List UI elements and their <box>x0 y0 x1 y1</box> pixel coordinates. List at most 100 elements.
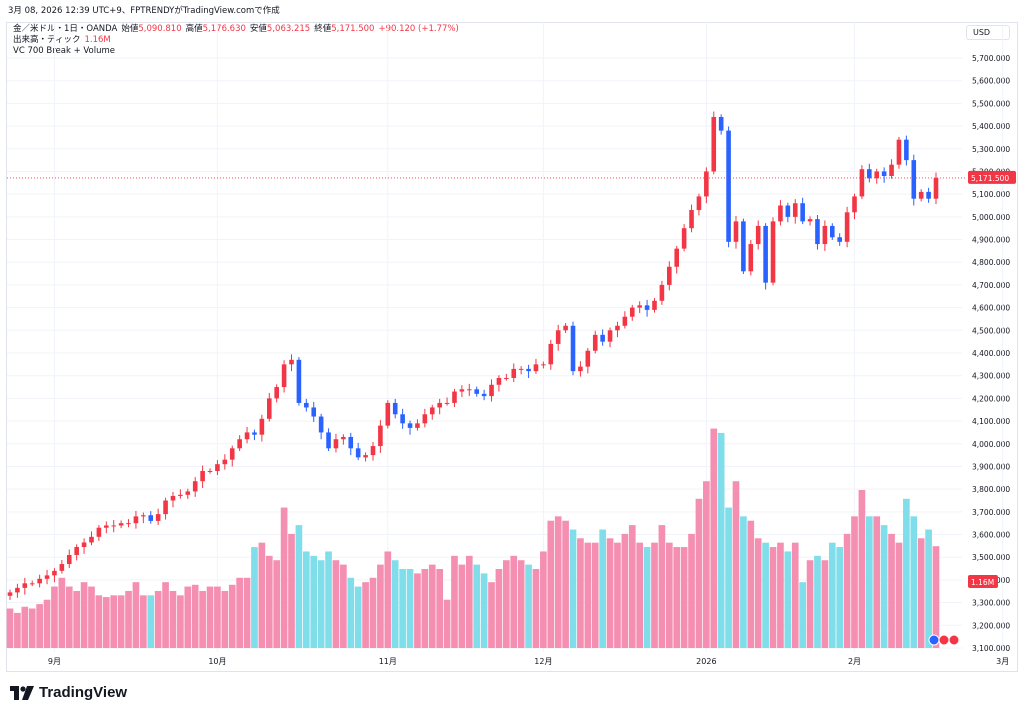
candle[interactable] <box>259 418 265 435</box>
candle[interactable] <box>652 300 657 310</box>
candle[interactable] <box>215 464 220 471</box>
candle[interactable] <box>222 459 228 465</box>
candle[interactable] <box>96 527 102 537</box>
candle[interactable] <box>59 564 65 571</box>
candle[interactable] <box>459 389 465 392</box>
candle[interactable] <box>466 389 472 391</box>
candle[interactable] <box>244 432 250 440</box>
candle[interactable] <box>89 536 94 543</box>
event-marker-icon[interactable] <box>948 634 960 646</box>
candle[interactable] <box>52 570 57 576</box>
candle[interactable] <box>822 225 828 245</box>
candle[interactable] <box>81 542 87 548</box>
candle[interactable] <box>674 248 680 267</box>
candle[interactable] <box>7 592 13 596</box>
candle[interactable] <box>829 225 835 238</box>
candle[interactable] <box>644 305 650 310</box>
candle[interactable] <box>874 171 880 179</box>
candle[interactable] <box>600 334 605 342</box>
candle[interactable] <box>711 117 717 172</box>
candle[interactable] <box>504 377 509 379</box>
candle[interactable] <box>200 471 205 482</box>
candle[interactable] <box>918 191 924 199</box>
candle[interactable] <box>392 402 398 415</box>
candle[interactable] <box>718 117 724 131</box>
candle[interactable] <box>474 389 480 394</box>
candle[interactable] <box>615 325 620 331</box>
candle[interactable] <box>452 391 457 403</box>
candle[interactable] <box>778 205 783 222</box>
candle[interactable] <box>348 436 354 449</box>
candle[interactable] <box>763 225 768 283</box>
candle[interactable] <box>422 414 428 424</box>
candle[interactable] <box>637 305 642 308</box>
event-marker-icon[interactable] <box>938 634 950 646</box>
candle[interactable] <box>296 359 302 403</box>
candle[interactable] <box>889 164 894 176</box>
candle[interactable] <box>29 583 35 585</box>
candle[interactable] <box>133 516 139 524</box>
candle[interactable] <box>178 494 183 496</box>
candle[interactable] <box>192 481 198 492</box>
candle[interactable] <box>355 448 361 458</box>
candle[interactable] <box>785 205 791 217</box>
candle[interactable] <box>370 446 376 456</box>
candle[interactable] <box>541 364 546 366</box>
candle[interactable] <box>66 554 72 565</box>
candle[interactable] <box>266 398 272 419</box>
candle[interactable] <box>185 491 191 495</box>
candle[interactable] <box>22 583 28 588</box>
candle[interactable] <box>74 547 79 555</box>
candle[interactable] <box>207 471 213 472</box>
candle[interactable] <box>415 423 420 428</box>
candle[interactable] <box>815 219 820 245</box>
candle[interactable] <box>341 436 346 440</box>
candle[interactable] <box>526 368 531 372</box>
candle[interactable] <box>400 414 405 424</box>
candle[interactable] <box>148 515 154 521</box>
candle[interactable] <box>667 266 672 285</box>
legend-volume-label[interactable]: 出来高・ティック <box>13 35 81 45</box>
candle[interactable] <box>748 244 754 272</box>
candle[interactable] <box>318 416 324 433</box>
candle[interactable] <box>859 169 865 197</box>
candle[interactable] <box>837 237 842 242</box>
candle[interactable] <box>429 407 435 415</box>
candle[interactable] <box>37 578 42 584</box>
currency-selector[interactable]: USD <box>966 25 1010 40</box>
candle[interactable] <box>911 160 917 199</box>
candle[interactable] <box>563 325 568 331</box>
candle[interactable] <box>770 221 776 283</box>
candle[interactable] <box>489 384 494 397</box>
legend-symbol[interactable]: 金／米ドル・1日・OANDA <box>13 24 118 34</box>
candle[interactable] <box>118 523 124 526</box>
candle[interactable] <box>437 402 442 408</box>
candle[interactable] <box>141 515 146 517</box>
candle[interactable] <box>659 284 665 301</box>
candle[interactable] <box>733 221 739 242</box>
candle[interactable] <box>592 334 598 351</box>
candle[interactable] <box>800 203 805 222</box>
candle[interactable] <box>926 191 931 199</box>
legend-indicator[interactable]: VC 700 Break + Volume <box>13 46 116 56</box>
candle[interactable] <box>570 325 576 372</box>
candle[interactable] <box>407 423 413 428</box>
candle[interactable] <box>15 587 20 593</box>
candle[interactable] <box>44 575 50 579</box>
candle[interactable] <box>126 523 131 525</box>
candle[interactable] <box>252 432 257 435</box>
candle[interactable] <box>555 330 561 344</box>
candle[interactable] <box>496 377 502 385</box>
candle[interactable] <box>311 407 317 417</box>
candle[interactable] <box>629 307 635 317</box>
event-marker-icon[interactable] <box>928 634 940 646</box>
candle[interactable] <box>578 366 583 372</box>
candle[interactable] <box>681 228 687 249</box>
candle[interactable] <box>385 402 391 426</box>
candle[interactable] <box>852 196 857 213</box>
candle[interactable] <box>533 364 539 372</box>
candle[interactable] <box>904 139 909 161</box>
candle[interactable] <box>741 221 746 272</box>
candle[interactable] <box>696 196 702 211</box>
